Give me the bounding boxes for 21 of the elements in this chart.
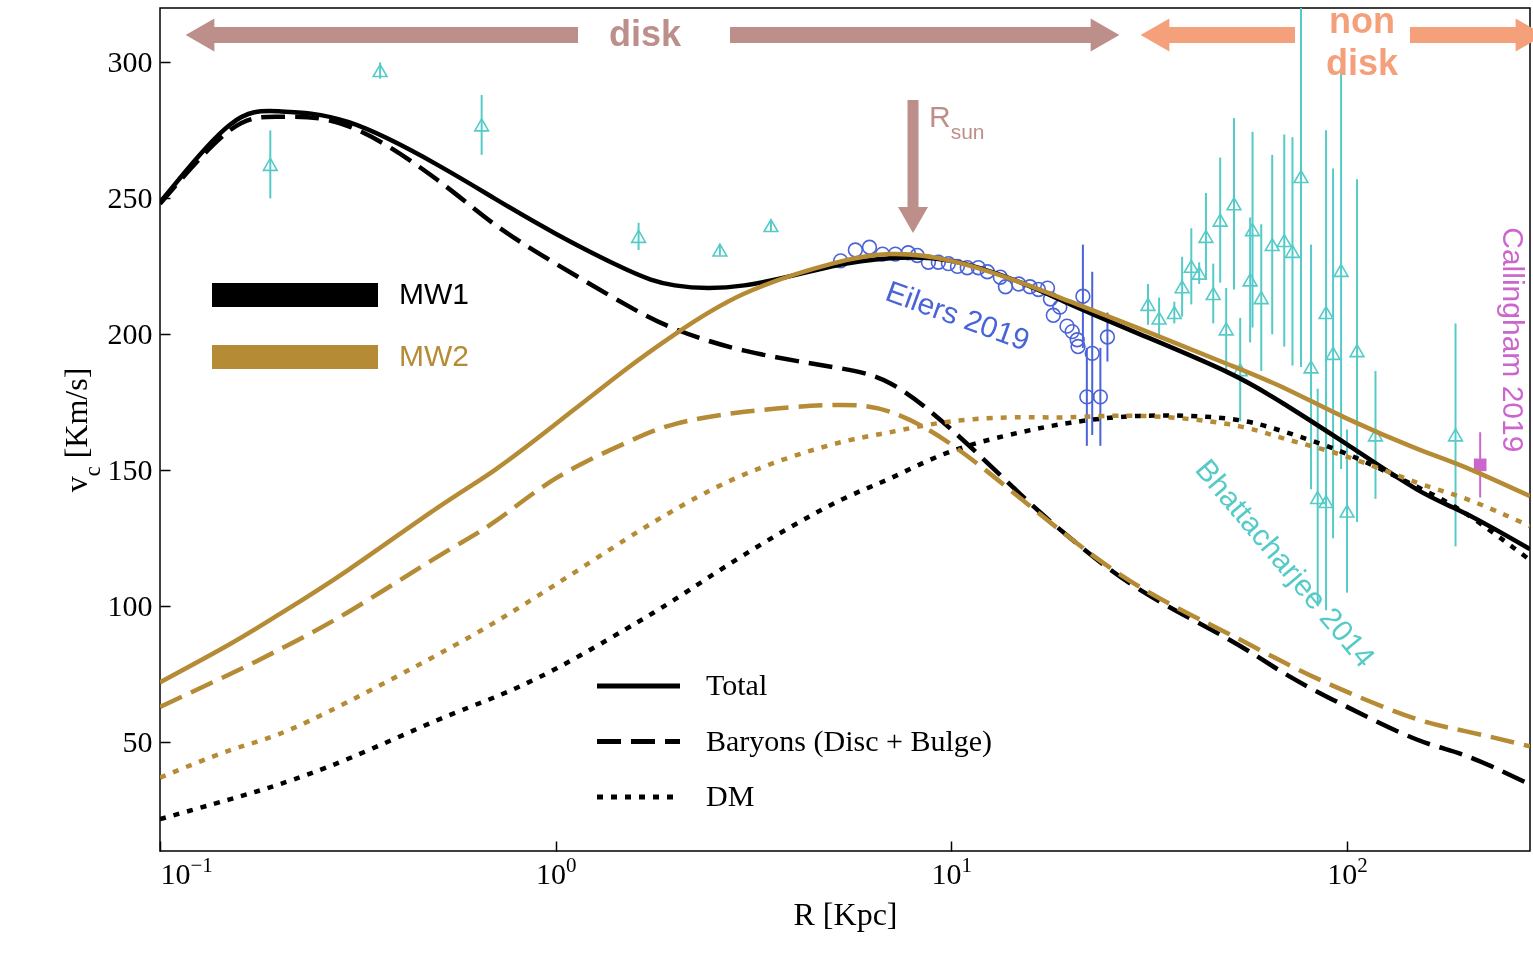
y-tick-label: 50 bbox=[122, 724, 153, 758]
annotation: disk bbox=[608, 13, 682, 54]
y-tick-label: 250 bbox=[107, 180, 153, 214]
y-tick-label: 200 bbox=[107, 316, 153, 350]
annotation: MW2 bbox=[399, 339, 469, 372]
x-tick-label: 10$^{0}$ bbox=[535, 852, 577, 890]
legend-label: Baryons (Disc + Bulge) bbox=[706, 723, 993, 758]
x-tick-label: 10$^{−1}$ bbox=[160, 852, 213, 890]
x-axis-title: R [Kpc] bbox=[793, 895, 898, 932]
legend-label: DM bbox=[706, 779, 755, 812]
ref-line-label: R$_{sun}$ bbox=[929, 100, 985, 143]
y-tick-label: 100 bbox=[107, 588, 153, 622]
annotation: MW1 bbox=[399, 277, 469, 310]
text: Callingham 2019 bbox=[1497, 227, 1531, 453]
y-tick-label: 300 bbox=[107, 44, 153, 78]
annotation: non disk bbox=[1325, 0, 1399, 83]
legend-label: Total bbox=[706, 668, 768, 701]
text: Eilers 2019 bbox=[881, 274, 1035, 357]
y-tick-label: 150 bbox=[107, 452, 153, 486]
x-tick-label: 10$^{2}$ bbox=[1327, 852, 1368, 890]
x-tick-label: 10$^{1}$ bbox=[931, 852, 973, 890]
